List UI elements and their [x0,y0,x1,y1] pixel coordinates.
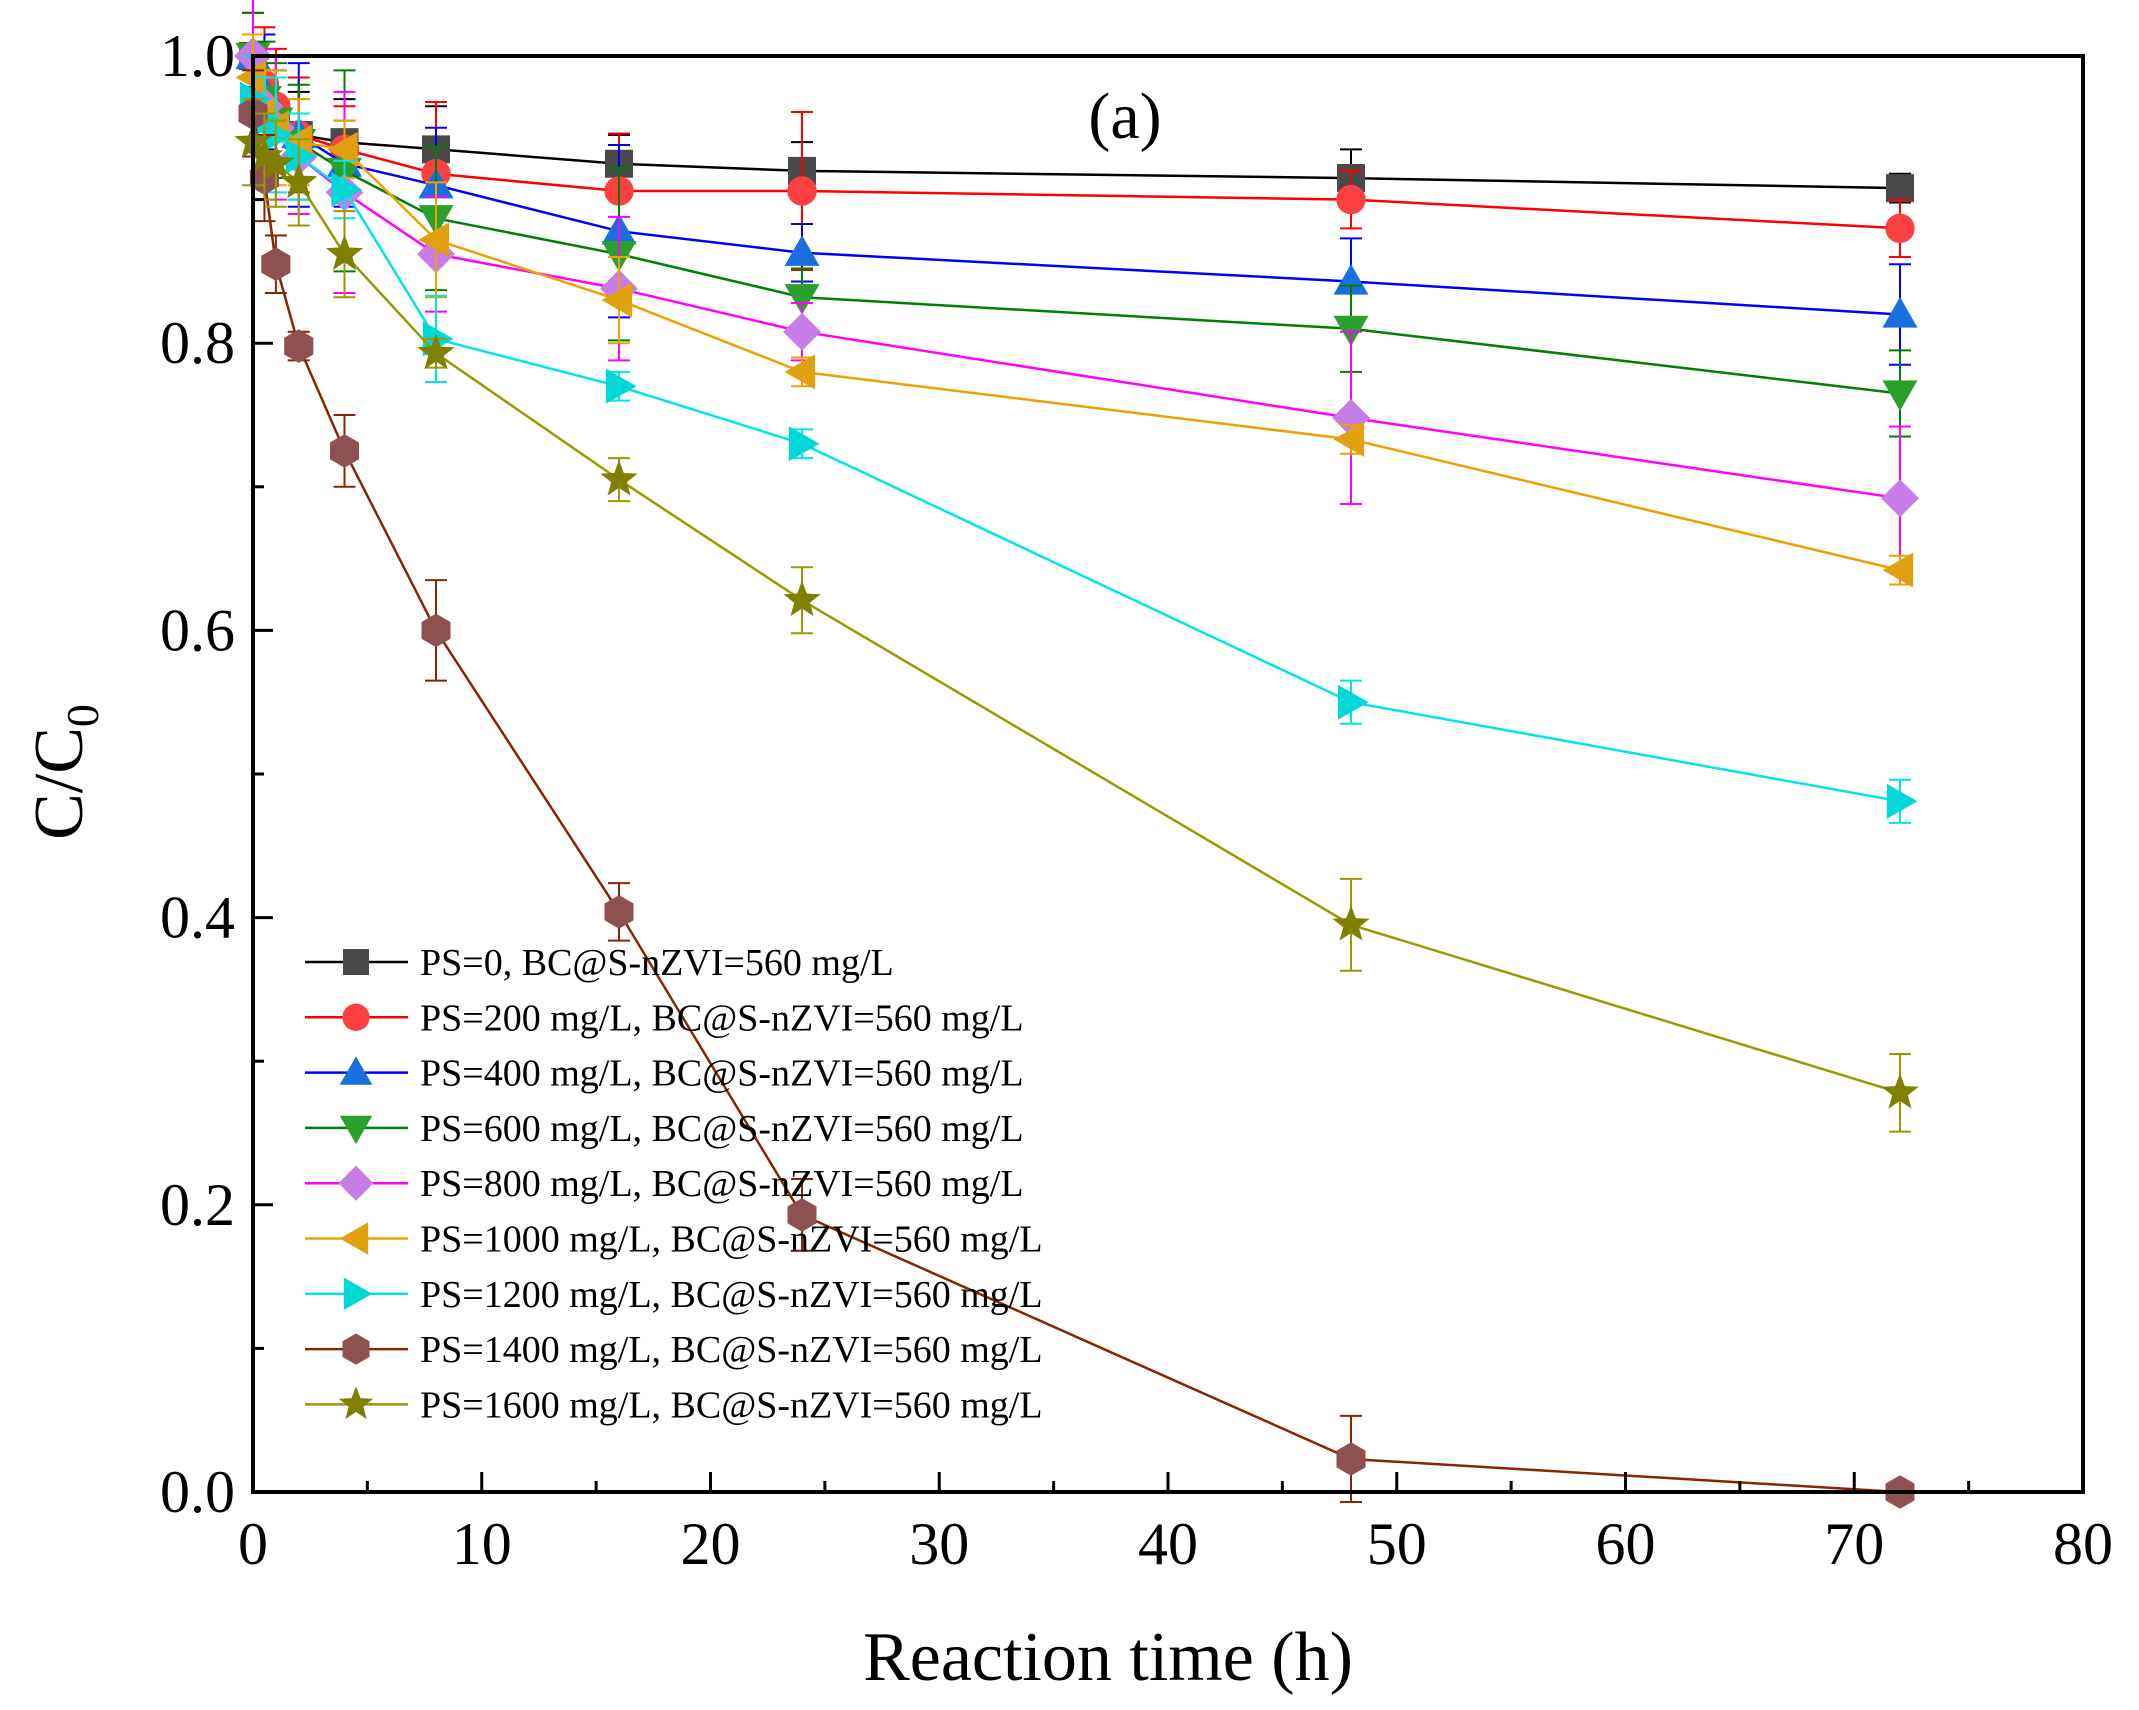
data-point [1881,1073,1919,1109]
data-point [788,426,820,462]
data-point [1882,296,1918,328]
data-point [1333,263,1369,295]
legend-label: PS=1600 mg/L, BC@S-nZVI=560 mg/L [420,1384,1043,1426]
legend-marker [339,1222,369,1255]
legend-item: PS=600 mg/L, BC@S-nZVI=560 mg/L [305,1108,1024,1150]
x-axis-title: Reaction time (h) [863,1619,1353,1696]
data-point [783,580,821,617]
data-point [261,247,291,281]
legend-marker [342,1333,370,1365]
data-point [1337,684,1369,720]
data-point [327,131,358,167]
data-point [325,234,364,270]
data-point [787,176,817,206]
legend-label: PS=200 mg/L, BC@S-nZVI=560 mg/L [420,997,1024,1039]
y-axis-title: C/C0 [21,704,108,840]
x-tick-label: 40 [1138,1511,1198,1577]
legend-marker [338,1165,374,1201]
legend-label: PS=1200 mg/L, BC@S-nZVI=560 mg/L [420,1274,1043,1316]
data-point [417,333,455,370]
data-point [1885,213,1915,244]
data-point [330,434,359,468]
series-line [251,113,1901,1494]
data-point [421,613,451,648]
axis-layer: 0 10 20 30 40 50 60 70 80 0.0 0.2 0.4 0.6 0.8 1.0 [160,23,2113,1577]
x-tick-label: 30 [909,1511,969,1577]
data-point [245,136,284,173]
y-tick-label: 1.0 [160,23,235,89]
legend-item: PS=0, BC@S-nZVI=560 mg/L [305,942,894,984]
y-axis-title-main: C/C [21,727,98,840]
legend-label: PS=0, BC@S-nZVI=560 mg/L [420,942,894,984]
data-point [284,329,314,363]
legend-item: PS=400 mg/L, BC@S-nZVI=560 mg/L [305,1053,1024,1095]
data-point [1882,552,1914,588]
x-tick-label: 70 [1824,1511,1884,1577]
data-point [784,284,820,315]
series-8 [238,69,1915,1509]
x-tick-label: 0 [238,1511,268,1577]
legend-label: PS=1000 mg/L, BC@S-nZVI=560 mg/L [420,1219,1043,1261]
y-tick-label: 0.8 [160,310,235,376]
data-point [784,235,820,266]
data-point [784,354,816,390]
y-tick-label: 0.6 [160,597,235,663]
data-point [604,895,634,929]
data-point [787,1198,817,1232]
x-tick-label: 20 [681,1511,741,1577]
data-point [1333,421,1365,457]
legend-item: PS=1600 mg/L, BC@S-nZVI=560 mg/L [305,1384,1043,1426]
data-point [285,139,317,175]
legend-item: PS=1200 mg/L, BC@S-nZVI=560 mg/L [305,1274,1043,1316]
series-9 [234,98,1919,1133]
y-tick-label: 0.2 [160,1172,235,1238]
legend-item: PS=1400 mg/L, BC@S-nZVI=560 mg/L [305,1329,1043,1371]
legend-label: PS=1400 mg/L, BC@S-nZVI=560 mg/L [420,1329,1043,1371]
data-point [1881,479,1919,518]
legend-marker [343,1277,373,1311]
x-tick-label: 50 [1367,1511,1427,1577]
y-tick-label: 0.0 [160,1459,235,1525]
data-point [418,222,450,258]
data-point [601,282,633,318]
y-tick-label: 0.4 [160,885,235,951]
data-point [1336,184,1366,215]
legend-label: PS=400 mg/L, BC@S-nZVI=560 mg/L [420,1053,1024,1095]
data-point [1886,783,1918,819]
data-point [1886,174,1914,203]
legend-marker [339,1115,373,1145]
legend-label: PS=600 mg/L, BC@S-nZVI=560 mg/L [420,1108,1024,1150]
y-axis-title-subscript: 0 [57,704,108,727]
data-point [1332,905,1370,941]
legend-item: PS=1000 mg/L, BC@S-nZVI=560 mg/L [305,1219,1043,1261]
legend-marker [343,949,369,975]
data-point [235,60,267,96]
data-point [1336,1442,1366,1476]
legend-marker [342,1003,370,1031]
panel-label: (a) [1088,80,1161,153]
data-point [262,117,294,153]
legend-item: PS=800 mg/L, BC@S-nZVI=560 mg/L [305,1163,1024,1205]
data-point [605,368,637,404]
data-point [280,162,318,199]
data-point [331,172,362,208]
x-tick-label: 10 [452,1511,512,1577]
data-point [600,460,638,496]
data-point [783,312,821,351]
data-point [1882,380,1918,411]
data-point [257,144,295,180]
x-tick-label: 60 [1596,1511,1656,1577]
legend-marker [338,1386,374,1420]
legend-marker [339,1056,373,1085]
legend-label: PS=800 mg/L, BC@S-nZVI=560 mg/L [420,1163,1024,1205]
x-tick-label: 80 [2053,1511,2113,1577]
legend: PS=0, BC@S-nZVI=560 mg/L PS=200 mg/L, BC@… [305,942,1043,1426]
legend-item: PS=200 mg/L, BC@S-nZVI=560 mg/L [305,997,1024,1039]
